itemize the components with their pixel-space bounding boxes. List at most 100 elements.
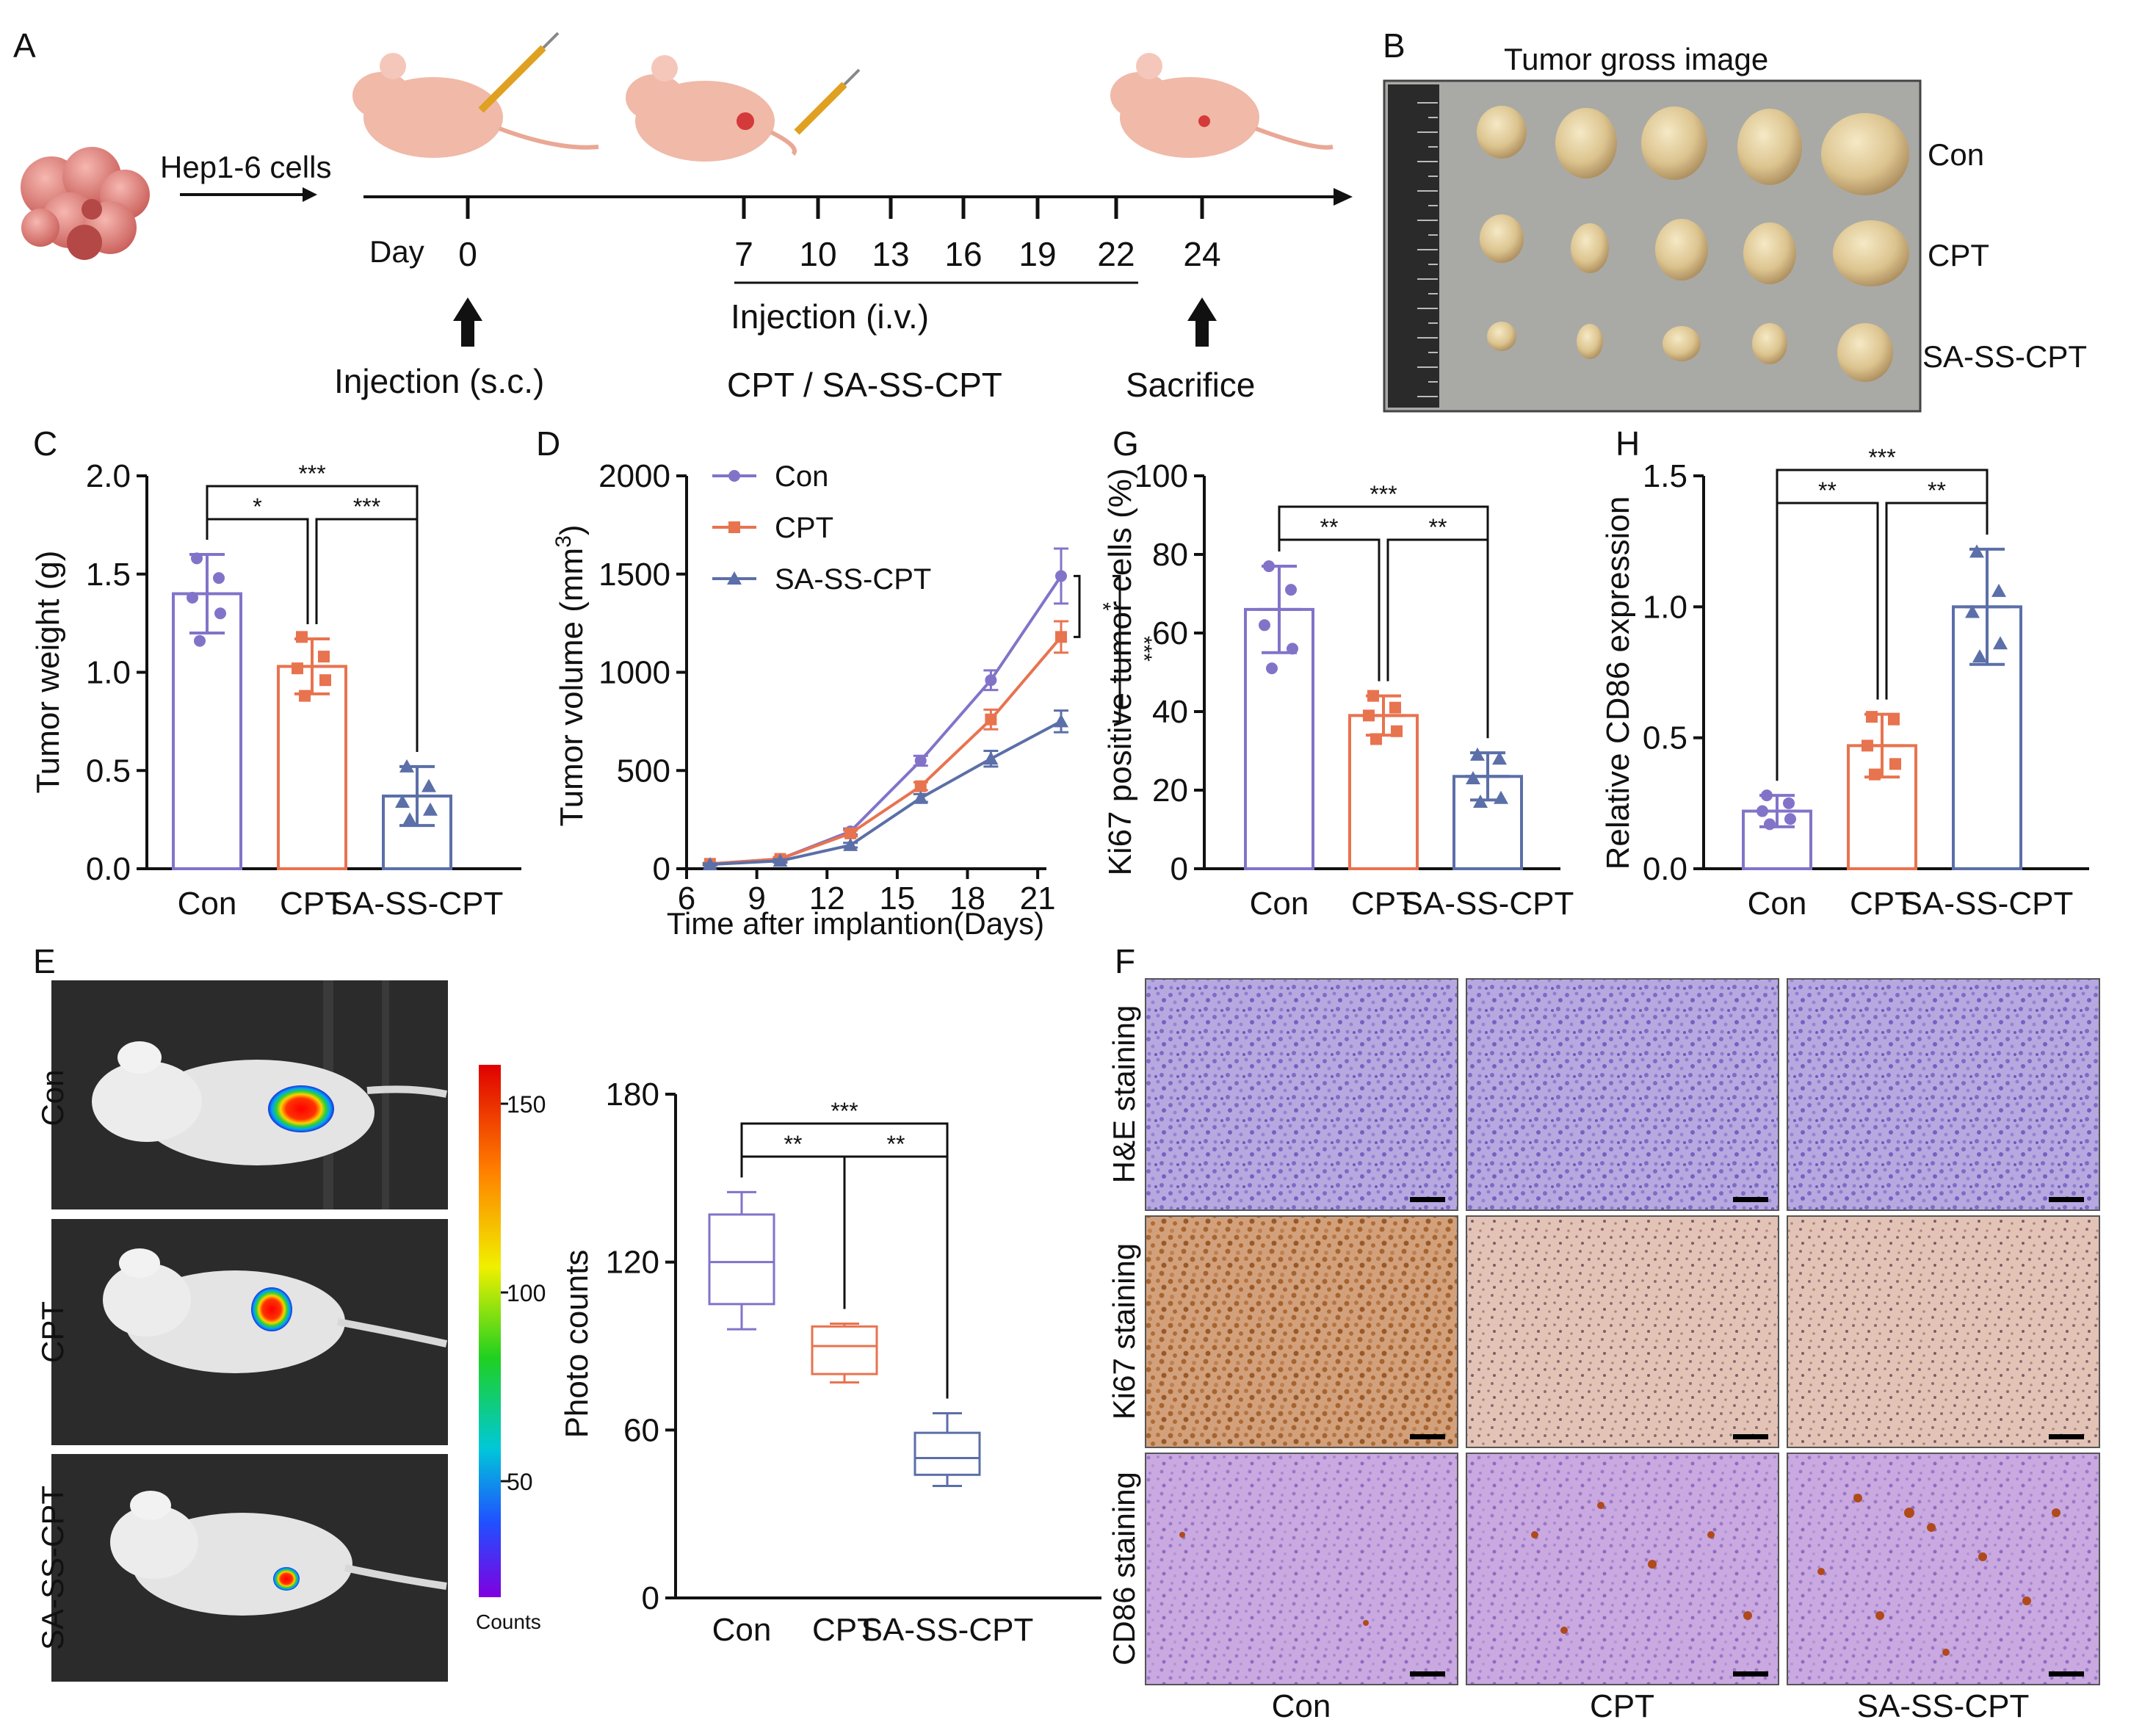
data-point: [1972, 649, 1987, 663]
histology-he-sa-ss-cpt: [1787, 978, 2100, 1211]
luminescence-signal: [268, 1085, 334, 1132]
injection-sc-label: Injection (s.c.): [334, 362, 544, 400]
x-tick-label: 21: [1020, 880, 1056, 916]
data-point: [319, 674, 331, 687]
data-point: [1054, 714, 1068, 728]
histology-row-label-ki67: Ki67 staining: [1107, 1243, 1141, 1420]
significance-label: *: [253, 493, 261, 520]
chart-c-axes: [145, 476, 521, 870]
chart-d-ylabel-main: Tumor volume (mm: [554, 548, 590, 827]
day-0: 0: [458, 235, 477, 273]
tumor-row-con: [1477, 106, 1909, 195]
x-tick-label: 12: [809, 880, 845, 916]
significance-bracket: [315, 518, 419, 752]
data-point: [191, 552, 203, 565]
y-tick-label: 1.5: [86, 557, 131, 593]
sacrifice-label: Sacrifice: [1126, 366, 1255, 404]
injection-iv-label: Injection (i.v.): [731, 297, 929, 336]
histology-he-cpt: [1466, 978, 1779, 1211]
data-point: [985, 713, 997, 726]
panel-label-d: D: [536, 424, 560, 463]
data-point: [1761, 789, 1773, 802]
up-arrow-icon: [1187, 297, 1217, 347]
significance-bracket: [1074, 574, 1081, 638]
significance-label: **: [1429, 514, 1447, 540]
data-point: [1473, 795, 1488, 809]
day-13: 13: [872, 235, 909, 273]
y-tick-label: 0.0: [86, 851, 131, 887]
chart-d-ylabel-superscript: 3: [551, 535, 576, 548]
y-tick-label: 1.0: [1643, 589, 1687, 625]
chart-d-plot: 0 500 1000 1500 2000 6 9 12 15 18 21 Con CPT SA-SS-CP…: [598, 458, 1156, 916]
day-16: 16: [944, 235, 982, 273]
data-point: [914, 754, 927, 767]
box-1: [811, 1325, 878, 1375]
significance-label: **: [887, 1131, 905, 1157]
histology-col-label-sa-ss-cpt: SA-SS-CPT: [1857, 1688, 2030, 1724]
data-point: [296, 631, 308, 643]
data-point: [318, 651, 330, 663]
histology-col-label-con: Con: [1272, 1688, 1331, 1724]
data-point: [1287, 643, 1298, 655]
y-tick-label: 20: [1152, 773, 1188, 809]
data-point: [1866, 711, 1878, 723]
y-tick-label: 180: [606, 1077, 659, 1113]
data-point: [985, 674, 997, 687]
histology-col-label-cpt: CPT: [1590, 1688, 1654, 1724]
y-tick-label: 120: [606, 1245, 659, 1281]
data-point: [844, 827, 857, 839]
panel-label-f: F: [1115, 942, 1135, 980]
y-tick-label: 0: [653, 851, 670, 887]
cells-label: Hep1-6 cells: [160, 150, 331, 184]
bar-0: [172, 592, 242, 870]
data-point: [983, 751, 999, 765]
data-point: [702, 857, 717, 871]
data-point: [1889, 758, 1901, 770]
data-point: [1466, 770, 1480, 784]
box-2: [913, 1431, 981, 1476]
panel-label-c: C: [33, 424, 57, 463]
significance-bracket: [1885, 502, 1989, 700]
chart-d-ylabel: Tumor volume (mm3): [551, 524, 590, 826]
panel-e: E Con CPT SA-SS-CPT: [33, 942, 1101, 1682]
data-point: [1991, 583, 2006, 597]
data-point: [1391, 725, 1403, 737]
tumor-cell-cluster-illustration: [21, 147, 150, 260]
chart-e-axes: [674, 1094, 1101, 1599]
data-point: [422, 778, 436, 792]
panel-b: B Tumor gross image: [1383, 26, 2087, 413]
tumor-row-label-con: Con: [1928, 137, 1984, 172]
significance-bracket: [1776, 469, 1989, 781]
panel-label-a: A: [13, 26, 36, 65]
luminescence-signal: [273, 1567, 300, 1591]
data-point: [1965, 604, 1980, 618]
up-arrow-icon: [453, 297, 482, 347]
data-point: [913, 790, 928, 804]
panel-label-e: E: [33, 942, 56, 980]
tumor-row-cpt: [1480, 214, 1909, 286]
series-line-2: [709, 720, 1062, 867]
chart-c-ylabel: Tumor weight (g): [30, 551, 66, 794]
tumor-row-label-sa-ss-cpt: SA-SS-CPT: [1922, 339, 2087, 374]
histology-cd86-sa-ss-cpt: [1787, 1453, 2100, 1685]
data-point: [1494, 790, 1508, 804]
significance-label: **: [1320, 514, 1339, 540]
data-point: [1055, 631, 1067, 643]
y-tick-label: 100: [1135, 458, 1188, 494]
bar-1: [1348, 714, 1419, 870]
data-point: [1055, 570, 1067, 582]
significance-label: **: [784, 1131, 803, 1157]
histology-row-label-he: H&E staining: [1107, 1005, 1141, 1184]
x-tick-label: Con: [712, 1612, 772, 1648]
significance-label: ***: [353, 493, 380, 520]
legend-label: SA-SS-CPT: [775, 563, 931, 596]
day-10: 10: [799, 235, 836, 273]
data-point: [1266, 662, 1278, 675]
panel-f: F H&E staining Ki67 staining CD86 staini…: [1107, 942, 2100, 1724]
scale-bars: [1410, 1197, 2084, 1677]
tumor-row-sa-ss-cpt: [1487, 322, 1893, 382]
significance-label: ***: [1132, 636, 1156, 662]
chart-d-xlabel: Time after implantion(Days): [667, 906, 1044, 941]
